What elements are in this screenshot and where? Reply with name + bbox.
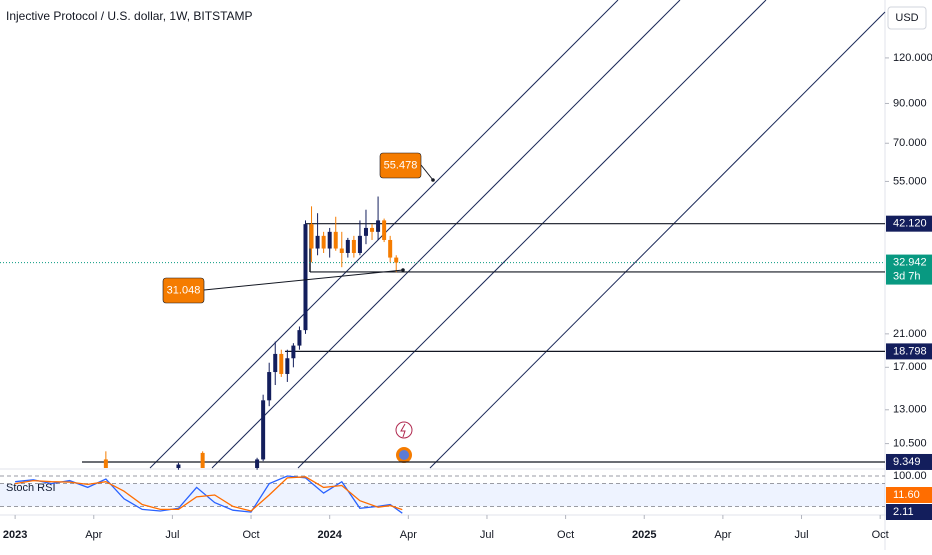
candle-body	[376, 220, 381, 232]
candle-body	[297, 330, 302, 346]
candle-body	[255, 459, 260, 468]
candle-body	[357, 235, 362, 253]
x-tick-label: Oct	[872, 529, 889, 541]
candle-body	[291, 345, 296, 359]
candle-body	[176, 464, 181, 468]
indicator-tick-label: 100.00	[893, 470, 927, 482]
level-label-bg	[886, 343, 932, 360]
last-price-label: 32.942	[893, 256, 927, 268]
candle-body	[309, 224, 314, 249]
annotation-box	[379, 152, 422, 179]
y-tick-label: 21.000	[893, 328, 927, 340]
candle-body	[200, 452, 205, 468]
event-icon	[395, 421, 413, 439]
currency-label[interactable]: USD	[895, 12, 918, 24]
candle-body	[273, 353, 278, 373]
channel-line	[297, 0, 767, 469]
candle-body	[321, 235, 326, 249]
x-tick-label: Apr	[714, 529, 731, 541]
level-label-bg	[886, 453, 932, 470]
y-tick-label: 17.000	[893, 361, 927, 373]
indicator-value-bg	[886, 487, 932, 503]
indicator-value-bg	[886, 504, 932, 520]
candle-body	[327, 231, 332, 249]
annotation-box	[162, 277, 205, 304]
candle-body	[363, 227, 368, 236]
currency-button[interactable]	[887, 6, 927, 30]
x-tick-label: 2023	[3, 529, 27, 541]
x-tick-label: Apr	[85, 529, 102, 541]
y-tick-label: 120.000	[893, 52, 932, 64]
indicator-line	[14, 476, 403, 512]
annotation-point	[431, 178, 435, 182]
candle-body	[103, 459, 108, 468]
y-tick-label: 70.000	[893, 137, 927, 149]
last-price-bg	[886, 254, 932, 285]
channel-line	[211, 0, 681, 469]
x-tick-label: Jul	[165, 529, 179, 541]
candle-body	[351, 239, 356, 253]
candle-body	[261, 400, 266, 460]
annotation-pointer	[203, 269, 404, 291]
channel-lines	[149, 0, 886, 469]
y-tick-label: 55.000	[893, 175, 927, 187]
x-tick-label: 2024	[317, 529, 342, 541]
annotation-point	[401, 268, 405, 272]
candle-body	[267, 372, 272, 401]
annotation-label: 31.048	[167, 284, 201, 296]
candle-body	[370, 227, 375, 232]
level-label-bg	[886, 215, 932, 232]
candle-body	[388, 239, 393, 258]
y-tick-label: 13.000	[893, 404, 927, 416]
x-tick-label: Oct	[242, 529, 259, 541]
candle-body	[382, 220, 387, 240]
y-tick-label: 90.000	[893, 97, 927, 109]
candle-body	[345, 239, 350, 253]
x-tick-label: Apr	[400, 529, 417, 541]
annotation-pointer	[420, 164, 434, 181]
indicator-value-label: 11.60	[893, 489, 920, 501]
annotation-label: 55.478	[384, 159, 418, 171]
event-icon-glyph	[400, 423, 406, 438]
x-tick-label: Jul	[794, 529, 808, 541]
candle-body	[339, 248, 344, 253]
event-icons	[395, 421, 413, 463]
candle-body	[279, 353, 284, 374]
candle-body	[394, 257, 399, 263]
chart-title: Injective Protocol / U.S. dollar, 1W, BI…	[6, 9, 253, 23]
channel-line	[429, 11, 886, 469]
level-label: 9.349	[893, 456, 921, 468]
level-label: 42.120	[893, 218, 927, 230]
candle-body	[315, 235, 320, 249]
y-tick-label: 10.500	[893, 438, 927, 450]
x-tick-label: 2025	[632, 529, 656, 541]
candle-body	[303, 224, 308, 331]
x-tick-label: Oct	[557, 529, 574, 541]
event-icon-inner	[399, 450, 409, 460]
indicator-name: Stoch RSI	[6, 482, 56, 494]
indicator-value-label: 2.11	[893, 506, 914, 518]
level-label: 18.798	[893, 345, 927, 357]
candle-body	[333, 231, 338, 249]
x-tick-label: Jul	[480, 529, 494, 541]
candle-body	[285, 358, 290, 374]
indicator-band	[0, 483, 885, 507]
countdown-label: 3d 7h	[893, 270, 921, 282]
